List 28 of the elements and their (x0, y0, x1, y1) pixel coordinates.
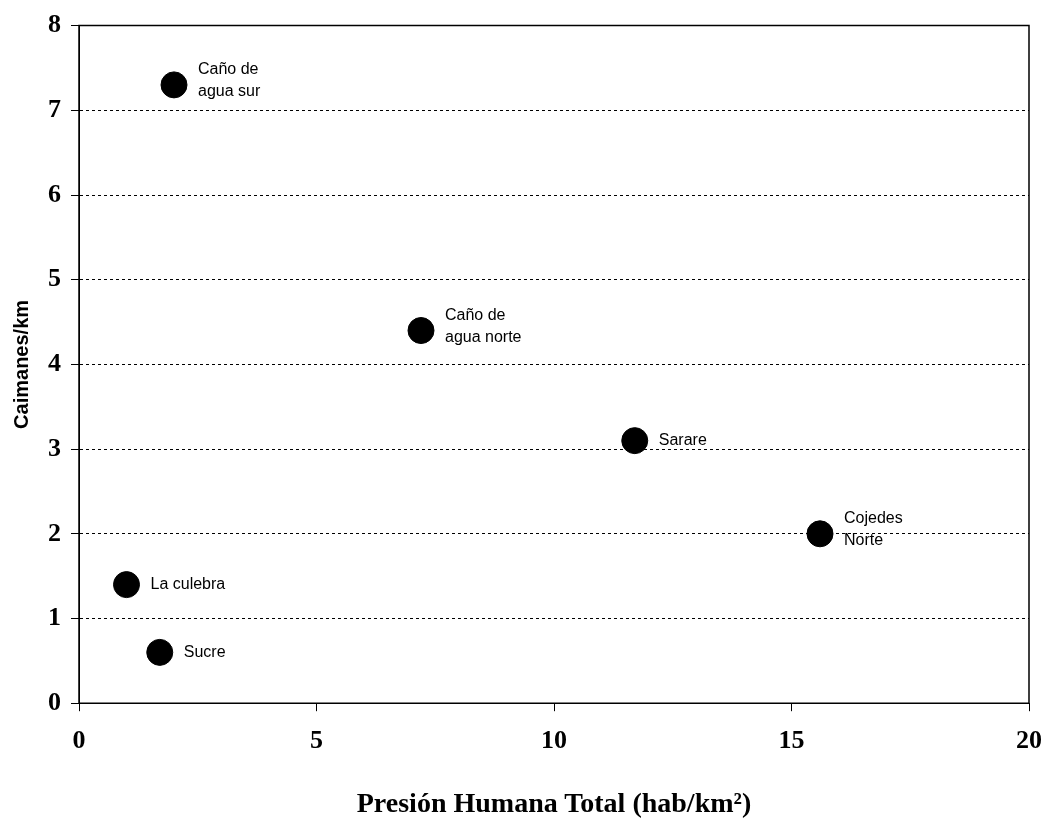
y-tick-label: 7 (48, 94, 61, 124)
y-tick-label: 6 (48, 178, 61, 208)
annotation: Sucre (183, 642, 226, 660)
point (146, 638, 174, 666)
y-tick-label: 0 (48, 686, 61, 716)
annotation: Caño de agua norte (445, 305, 522, 345)
x-axis-title: Presión Humana Total (hab/km²) (356, 787, 752, 819)
point (407, 317, 435, 345)
x-tick-label: 15 (778, 724, 805, 754)
x-tick-label: 10 (541, 724, 567, 754)
y-tick-label: 8 (48, 9, 61, 39)
x-tick-label: 5 (310, 724, 323, 754)
annotation: Sarare (658, 431, 707, 449)
y-tick-label: 2 (48, 517, 61, 547)
y-tick-label: 4 (48, 348, 61, 378)
point (160, 71, 188, 99)
y-tick-label: 5 (48, 263, 61, 293)
y-tick-label: 3 (48, 432, 61, 462)
y-tick-label: 1 (48, 602, 61, 632)
annotation: Cojedes Norte (844, 509, 903, 549)
x-tick-label: 0 (72, 724, 86, 754)
x-tick-label: 20 (1016, 724, 1042, 754)
point (113, 571, 140, 599)
annotation: Caño de agua sur (198, 60, 261, 100)
annotation: La culebra (150, 575, 226, 593)
y-axis-title: Caimanes/km (9, 299, 32, 429)
point (806, 520, 834, 548)
point (621, 427, 649, 455)
